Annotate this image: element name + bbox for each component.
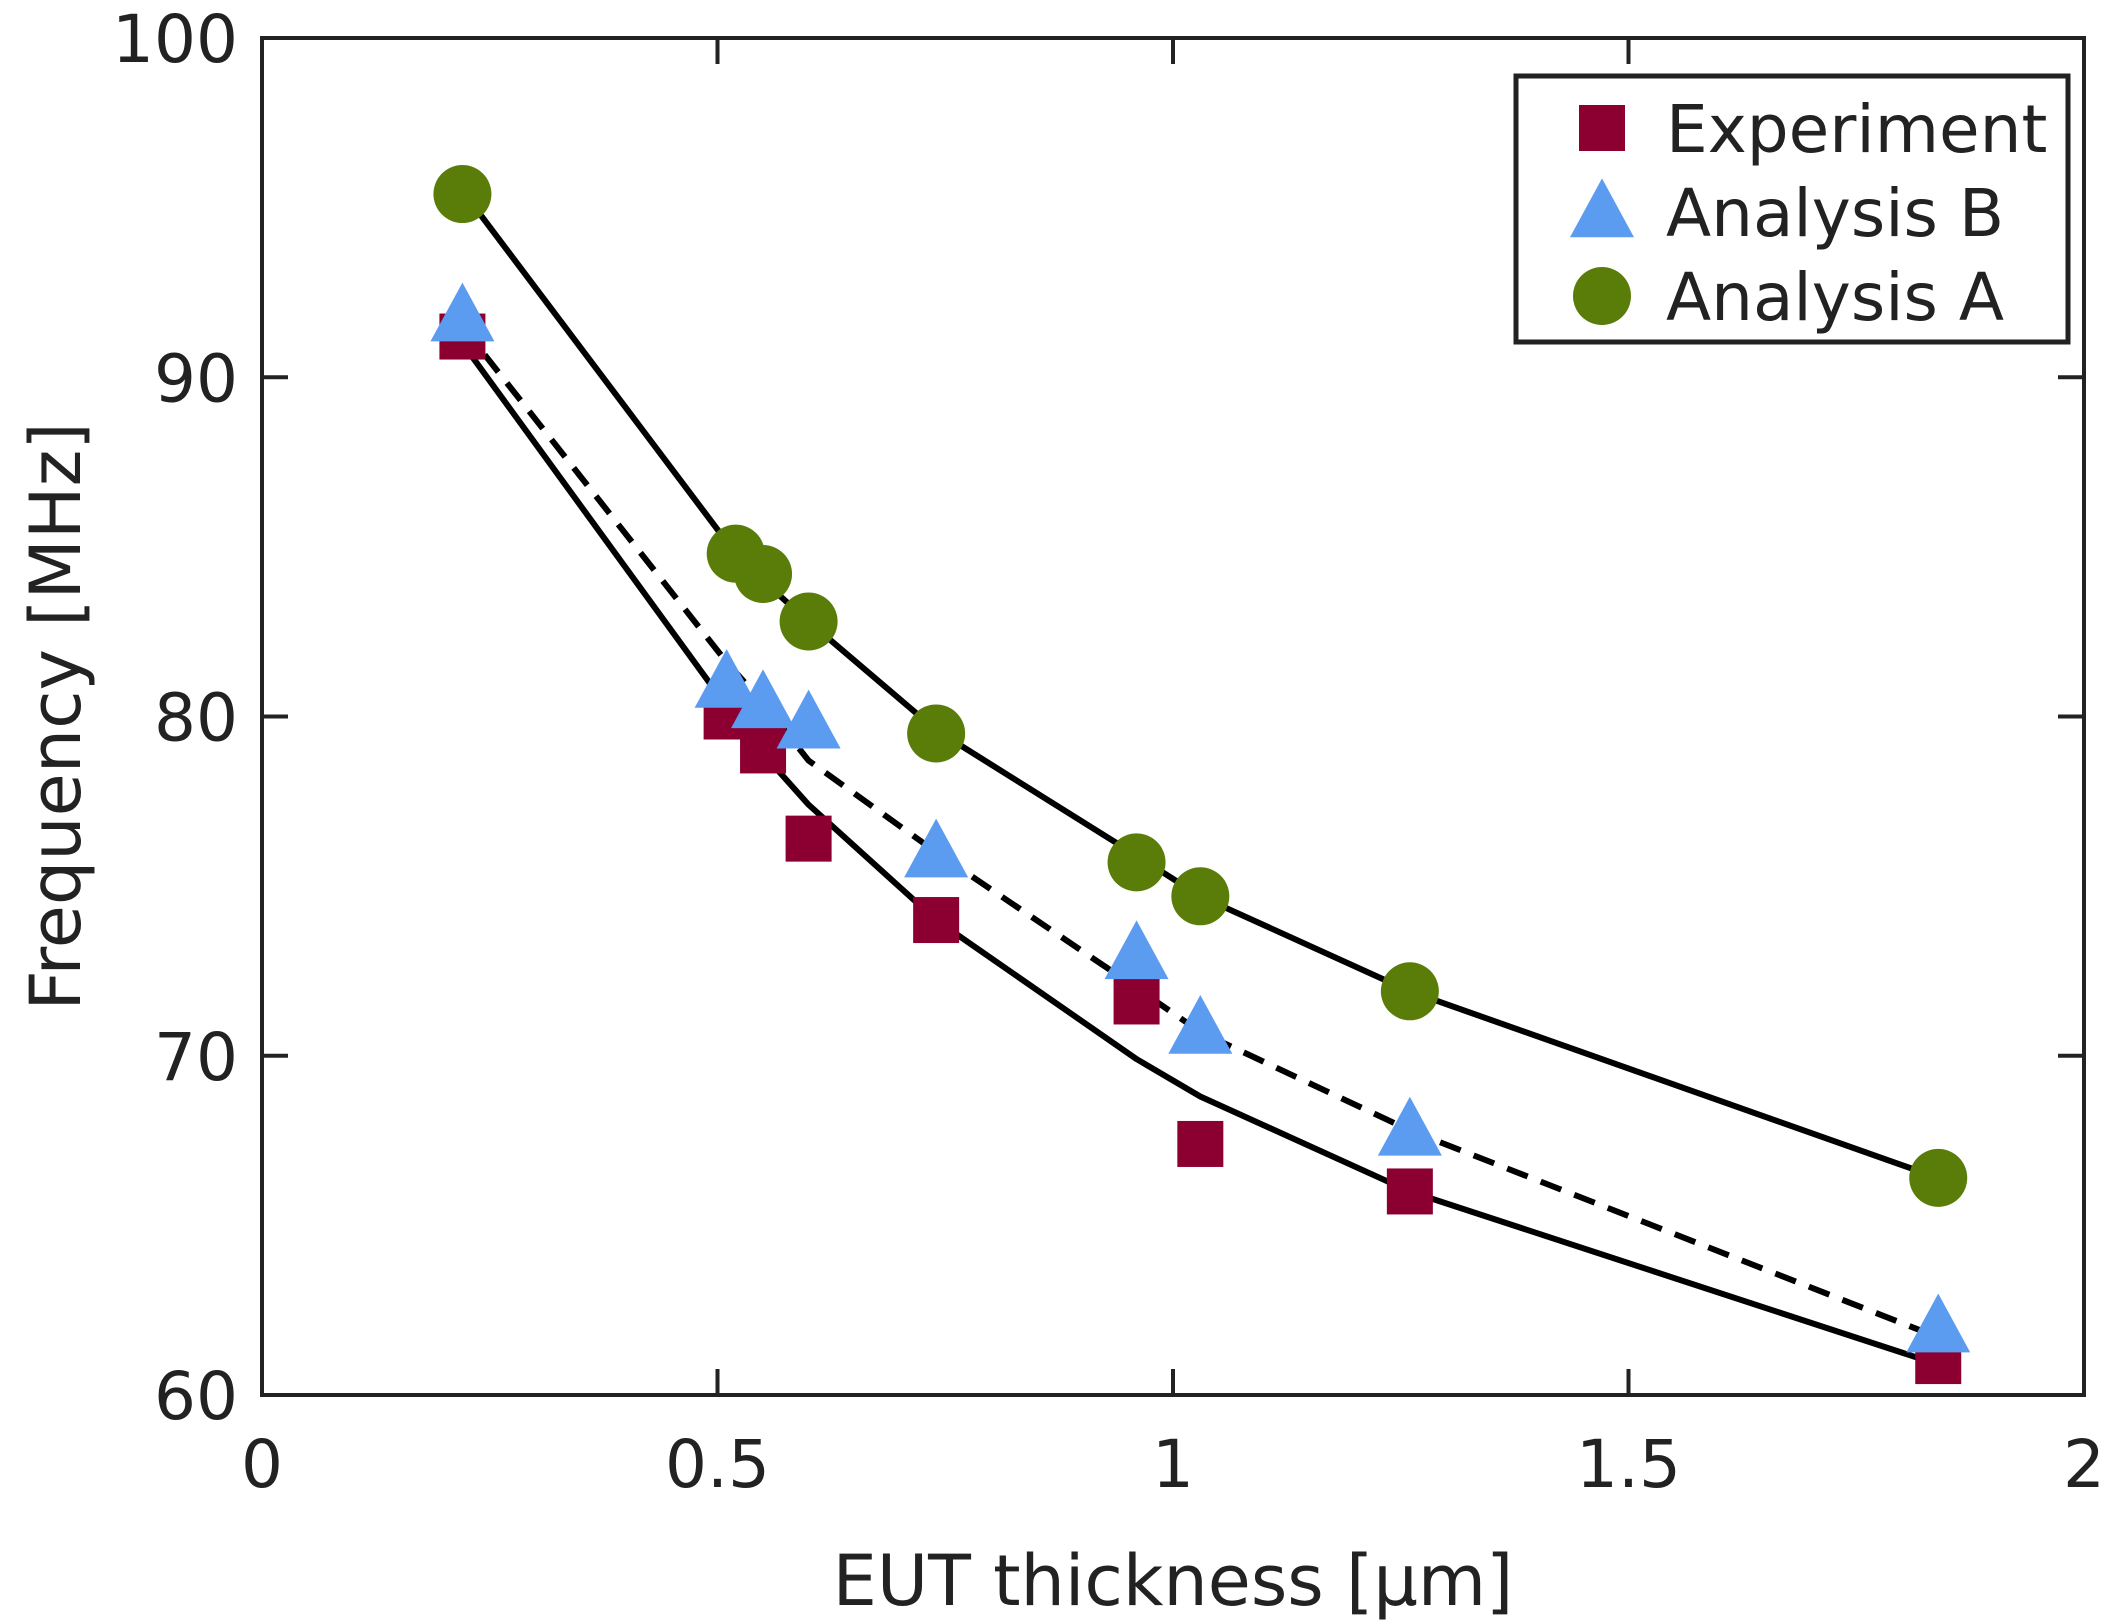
experiment-point	[740, 727, 787, 774]
experiment-point	[913, 897, 960, 944]
analysis-a-point	[907, 704, 966, 763]
x-tick-label: 1.5	[1576, 1426, 1681, 1503]
experiment-point	[1177, 1120, 1224, 1167]
analysis-b-point	[1168, 995, 1233, 1054]
data-markers	[430, 165, 1971, 1385]
y-tick-label: 90	[154, 340, 238, 417]
series-analysis-a	[433, 165, 1968, 1207]
analysis-b-point	[776, 689, 841, 749]
y-tick-label: 70	[154, 1019, 238, 1096]
series-experiment	[439, 313, 1962, 1385]
analysis-a-point	[1380, 962, 1439, 1021]
analysis-b-point	[694, 648, 759, 708]
y-tick-label: 100	[112, 1, 238, 78]
analysis-b-point	[904, 818, 969, 878]
y-tick-label: 60	[154, 1358, 238, 1435]
analysis-b-point	[1377, 1096, 1442, 1156]
y-axis-label: Frequency [MHz]	[15, 422, 97, 1010]
analysis-a-point	[1171, 867, 1230, 926]
x-tick-label: 0	[241, 1426, 283, 1503]
analysis-a-point	[1909, 1148, 1968, 1207]
analysis-b-point	[1104, 920, 1169, 980]
legend-label-experiment: Experiment	[1666, 91, 2047, 168]
analysis-b-point	[430, 282, 495, 342]
experiment-point	[1386, 1168, 1433, 1215]
x-tick-label: 2	[2063, 1426, 2105, 1503]
x-tick-label: 0.5	[665, 1426, 770, 1503]
analysis-a-point	[433, 165, 492, 224]
analysis-a-point	[1107, 833, 1166, 892]
x-tick-label: 1	[1152, 1426, 1194, 1503]
analysis-a-point	[734, 545, 793, 604]
experiment-point	[785, 815, 832, 862]
axis-ticks: 0 0.5 1 1.5 2 60 70 80 90 100	[112, 1, 2105, 1503]
legend-label-analysis-b: Analysis B	[1666, 175, 2004, 252]
legend-marker-experiment	[1579, 105, 1625, 151]
x-axis-label: EUT thickness [µm]	[833, 1540, 1514, 1622]
series-analysis-b	[430, 282, 1971, 1353]
analysis-a-point	[779, 592, 838, 651]
analysis-b-point	[1906, 1293, 1971, 1353]
analysis-b-point	[731, 669, 796, 729]
experiment-point	[1113, 978, 1160, 1025]
legend-label-analysis-a: Analysis A	[1666, 259, 2004, 336]
legend-marker-analysis-a	[1573, 267, 1631, 325]
legend-marker-analysis-b	[1570, 178, 1634, 238]
y-tick-label: 80	[154, 680, 238, 757]
